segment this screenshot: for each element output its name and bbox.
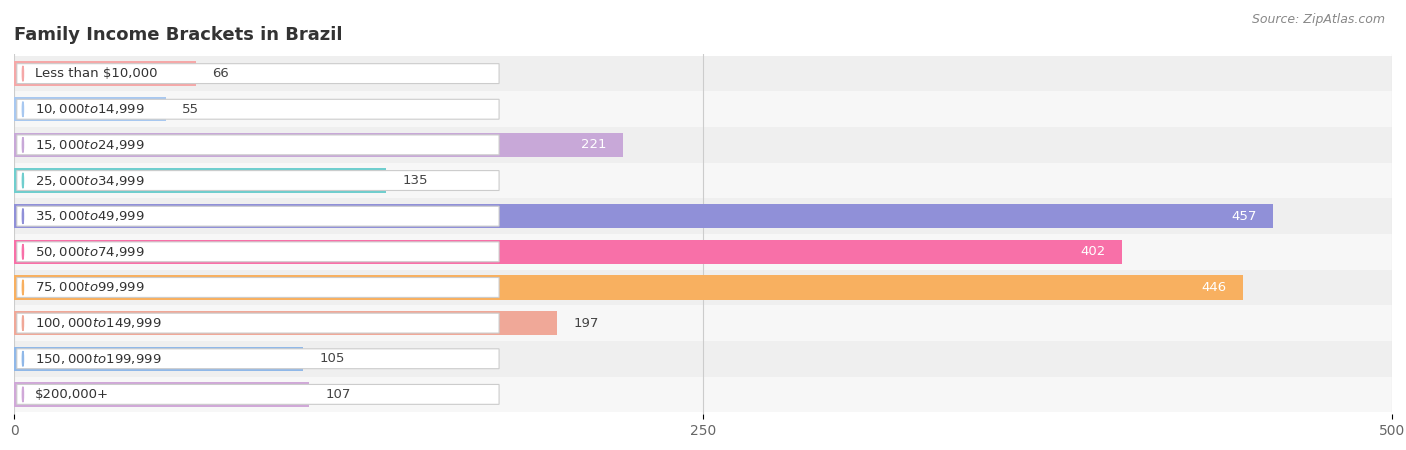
Text: $75,000 to $99,999: $75,000 to $99,999 — [35, 280, 145, 294]
Bar — [14, 346, 304, 371]
Bar — [14, 91, 1392, 127]
Bar — [14, 305, 1392, 341]
FancyBboxPatch shape — [17, 135, 499, 155]
FancyBboxPatch shape — [17, 171, 499, 190]
Text: $150,000 to $199,999: $150,000 to $199,999 — [35, 352, 162, 366]
Text: 55: 55 — [183, 103, 200, 116]
Bar — [14, 382, 309, 406]
Bar — [14, 270, 1392, 305]
Bar — [14, 377, 1392, 412]
Bar — [14, 97, 166, 122]
Text: $25,000 to $34,999: $25,000 to $34,999 — [35, 174, 145, 188]
Bar — [14, 240, 1122, 264]
Text: 107: 107 — [325, 388, 352, 401]
Bar — [14, 341, 1392, 377]
Bar — [14, 127, 1392, 163]
FancyBboxPatch shape — [17, 63, 499, 84]
Text: 446: 446 — [1202, 281, 1226, 294]
FancyBboxPatch shape — [17, 206, 499, 226]
FancyBboxPatch shape — [17, 242, 499, 262]
Bar — [14, 168, 387, 193]
Text: Source: ZipAtlas.com: Source: ZipAtlas.com — [1251, 14, 1385, 27]
Bar — [14, 163, 1392, 198]
Text: 221: 221 — [581, 139, 606, 151]
Text: 66: 66 — [212, 67, 229, 80]
Text: $50,000 to $74,999: $50,000 to $74,999 — [35, 245, 145, 259]
Bar — [14, 275, 1243, 300]
Text: Less than $10,000: Less than $10,000 — [35, 67, 157, 80]
Bar — [14, 133, 623, 157]
Bar — [14, 198, 1392, 234]
Text: 135: 135 — [402, 174, 427, 187]
Text: 105: 105 — [321, 352, 346, 365]
FancyBboxPatch shape — [17, 99, 499, 119]
Text: $200,000+: $200,000+ — [35, 388, 108, 401]
FancyBboxPatch shape — [17, 349, 499, 369]
Text: 457: 457 — [1232, 210, 1257, 223]
Bar — [14, 62, 195, 86]
Text: $100,000 to $149,999: $100,000 to $149,999 — [35, 316, 162, 330]
Bar — [14, 234, 1392, 270]
Bar — [14, 311, 557, 335]
Text: 197: 197 — [574, 317, 599, 329]
Text: $35,000 to $49,999: $35,000 to $49,999 — [35, 209, 145, 223]
Text: $15,000 to $24,999: $15,000 to $24,999 — [35, 138, 145, 152]
Text: 402: 402 — [1080, 245, 1105, 258]
Bar — [14, 56, 1392, 91]
FancyBboxPatch shape — [17, 384, 499, 405]
Text: $10,000 to $14,999: $10,000 to $14,999 — [35, 102, 145, 116]
Text: Family Income Brackets in Brazil: Family Income Brackets in Brazil — [14, 26, 343, 44]
Bar — [14, 204, 1274, 228]
FancyBboxPatch shape — [17, 278, 499, 297]
FancyBboxPatch shape — [17, 313, 499, 333]
